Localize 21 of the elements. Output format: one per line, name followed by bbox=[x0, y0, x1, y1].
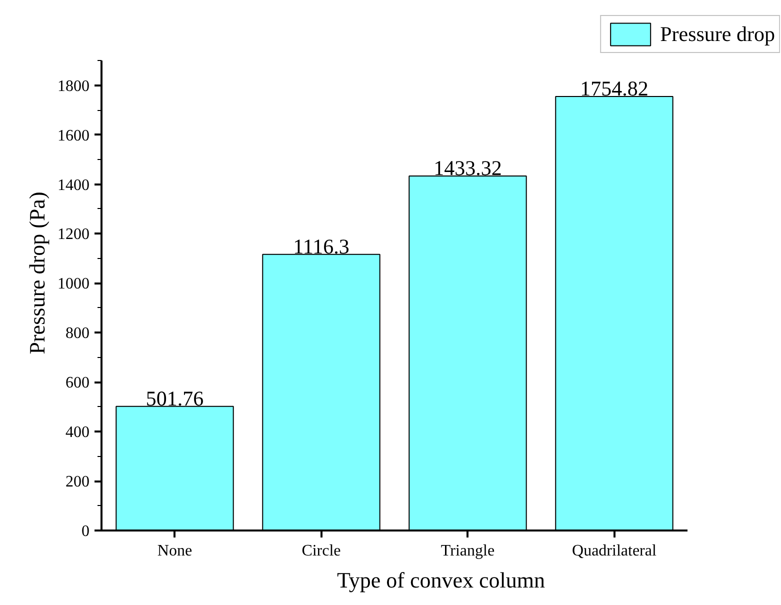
x-tick-label: Quadrilateral bbox=[572, 542, 657, 560]
y-tick-label: 200 bbox=[66, 474, 90, 491]
data-label: 501.76 bbox=[146, 386, 204, 410]
y-tick-label: 1000 bbox=[58, 276, 90, 293]
y-tick-label: 1400 bbox=[58, 176, 90, 194]
y-tick-label: 400 bbox=[66, 424, 90, 442]
data-label: 1754.82 bbox=[580, 76, 648, 101]
y-tick-label: 1200 bbox=[58, 226, 90, 244]
y-tick-label: 0 bbox=[82, 523, 90, 540]
legend-label: Pressure drop bbox=[660, 22, 775, 46]
y-tick-label: 600 bbox=[66, 374, 90, 392]
x-tick-label: Circle bbox=[302, 542, 341, 560]
data-label: 1116.3 bbox=[293, 234, 350, 258]
y-tick-label: 800 bbox=[66, 325, 90, 342]
y-tick-label: 1600 bbox=[58, 127, 90, 144]
y-axis-title: Pressure drop (Pa) bbox=[24, 192, 50, 354]
data-label: 1433.32 bbox=[434, 156, 502, 180]
x-tick-label: None bbox=[157, 542, 192, 560]
x-axis-title: Type of convex column bbox=[336, 568, 546, 592]
x-tick-label: Triangle bbox=[440, 542, 495, 560]
y-tick-label: 1800 bbox=[58, 78, 90, 95]
